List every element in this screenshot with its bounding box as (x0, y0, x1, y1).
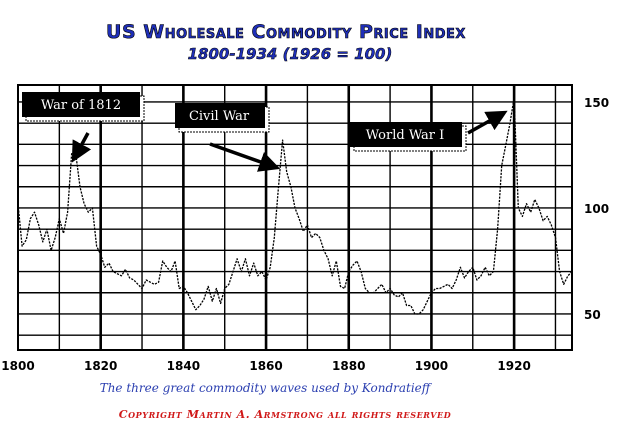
y-tick-label: 150 (584, 96, 609, 110)
y-axis-ticks: 50 100 150 (584, 96, 609, 322)
annotation-arrow (467, 110, 508, 135)
annotation-2: Civil War (175, 103, 281, 172)
chart-caption: The three great commodity waves used by … (100, 381, 433, 395)
y-tick-label: 50 (584, 308, 601, 322)
annotation-3: World War I (350, 110, 508, 152)
annotation-arrow (71, 132, 92, 163)
annotation-box (350, 122, 462, 147)
x-tick-label: 1920 (497, 359, 530, 373)
x-tick-label: 1880 (332, 359, 365, 373)
x-tick-label: 1900 (415, 359, 448, 373)
price-index-line (17, 97, 573, 315)
x-tick-label: 1840 (167, 359, 200, 373)
annotation-box (22, 92, 140, 117)
x-axis-ticks: 1800 1820 1840 1860 1880 1900 1920 (1, 359, 531, 373)
y-tick-label: 100 (584, 202, 609, 216)
plot-frame (17, 84, 573, 351)
grid-lines (18, 85, 572, 350)
annotation-1: War of 1812 (22, 92, 145, 163)
annotation-label: War of 1812 (41, 98, 121, 113)
x-tick-label: 1820 (84, 359, 117, 373)
chart-subtitle: 1800-1934 (1926 = 100) (188, 45, 393, 63)
annotation-label: Civil War (189, 109, 250, 124)
annotation-box (175, 103, 265, 128)
annotation-label: World War I (366, 128, 445, 143)
copyright-notice: Copyright Martin A. Armstrong all rights… (119, 408, 452, 421)
annotations: War of 1812 Civil War World War I (22, 92, 508, 172)
x-tick-label: 1800 (1, 359, 34, 373)
series-group (17, 97, 573, 315)
chart-title: US Wholesale Commodity Price Index (106, 21, 466, 43)
annotation-arrow (209, 142, 281, 172)
x-tick-label: 1860 (249, 359, 282, 373)
